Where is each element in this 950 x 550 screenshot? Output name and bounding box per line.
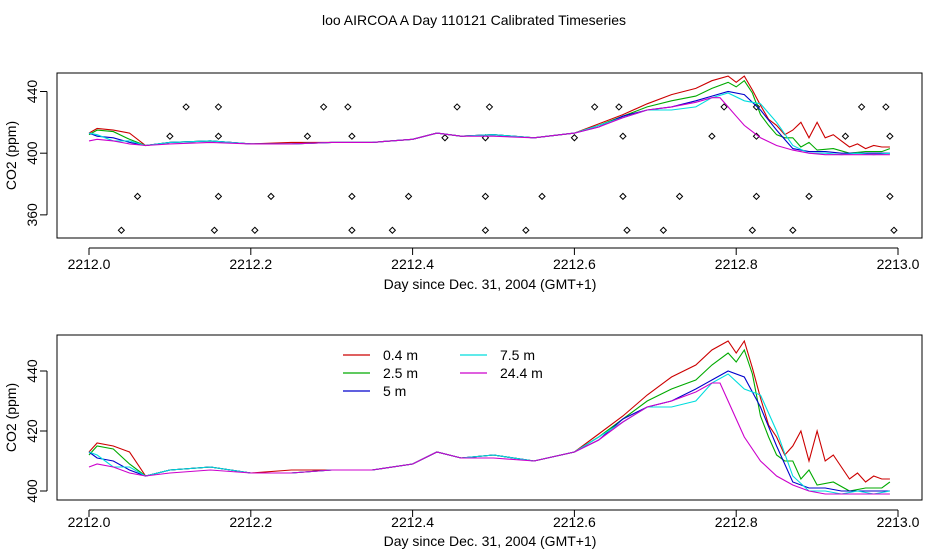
x-tick-label: 2212.0 [68,256,111,272]
y-tick-label: 360 [24,203,40,227]
data-point [388,226,397,234]
y-tick-label: 400 [24,141,40,165]
data-point [752,103,761,111]
legend-label: 2.5 m [383,365,418,381]
data-point [348,132,356,140]
y-axis-label: CO2 (ppm) [3,121,19,190]
data-point [319,103,328,111]
data-point [890,226,898,234]
data-point [841,132,850,140]
legend-label: 7.5 m [500,347,535,363]
data-point [857,103,866,111]
data-point [267,192,275,201]
x-tick-label: 2212.2 [229,514,272,530]
legend: 0.4 m 2.5 m 5 m 7.5 m 24.4 m [343,347,543,399]
data-point [882,103,890,111]
data-point [886,192,894,201]
data-point [441,134,449,142]
data-point [752,192,761,201]
plot-frame [56,334,923,501]
data-point [481,134,490,142]
y-tick-label: 420 [24,419,40,443]
figure-title: loo AIRCOA A Day 110121 Calibrated Times… [322,12,626,28]
data-point [348,192,356,201]
data-point [481,226,490,234]
data-point [303,132,312,140]
data-point [404,192,413,201]
data-point [708,132,716,140]
data-point [675,192,684,201]
data-point [623,226,631,234]
data-point [538,192,546,201]
legend-label: 5 m [383,383,406,399]
x-axis-label: Day since Dec. 31, 2004 (GMT+1) [384,276,597,292]
legend-label: 24.4 m [500,365,543,381]
data-point [485,103,494,111]
data-point [166,132,174,140]
series-line-24-4m [88,382,890,495]
x-tick-label: 2212.8 [715,514,758,530]
x-tick-label: 2212.8 [715,256,758,272]
data-point [344,103,352,111]
data-point [251,226,259,234]
data-point [453,103,461,111]
bottom-panel: 2212.0 2212.2 2212.4 2212.6 2212.8 2213.0 Day … [3,334,923,549]
data-point [117,226,126,234]
data-point [210,226,219,234]
data-point [481,192,490,201]
data-point [570,134,579,142]
data-point [133,192,142,201]
x-tick-label: 2212.6 [553,256,596,272]
x-tick-label: 2212.2 [229,256,272,272]
x-tick-label: 2212.4 [391,256,434,272]
top-panel: 2212.0 2212.2 2212.4 2212.6 2212.8 2213.0 Day … [3,72,923,292]
data-point [752,132,761,140]
data-point [748,226,757,234]
data-point [659,226,668,234]
data-point [615,103,623,111]
data-point [619,192,627,201]
y-axis-label: CO2 (ppm) [3,383,19,452]
y-tick-label: 440 [24,80,40,104]
y-tick-label: 440 [24,359,40,383]
x-tick-label: 2212.6 [553,514,596,530]
data-point [348,226,356,234]
data-point [720,103,728,111]
series-line-7-5m [88,373,891,495]
x-tick-label: 2212.4 [391,514,434,530]
data-point [789,226,797,234]
x-axis-label: Day since Dec. 31, 2004 (GMT+1) [384,533,597,549]
series-line-24-4m [88,97,890,156]
data-point [805,192,813,201]
data-point [522,226,530,234]
series-line-7-5m [88,92,890,156]
data-point [590,103,599,111]
y-tick-label: 400 [24,479,40,503]
data-point [214,132,223,140]
plot-frame [56,72,923,239]
legend-label: 0.4 m [383,347,418,363]
data-point [214,192,223,201]
x-tick-label: 2212.0 [68,514,111,530]
data-point [182,103,190,111]
data-point [886,132,894,140]
x-tick-label: 2213.0 [877,256,920,272]
data-point [619,132,627,140]
x-tick-label: 2213.0 [877,514,920,530]
data-point [214,103,223,111]
